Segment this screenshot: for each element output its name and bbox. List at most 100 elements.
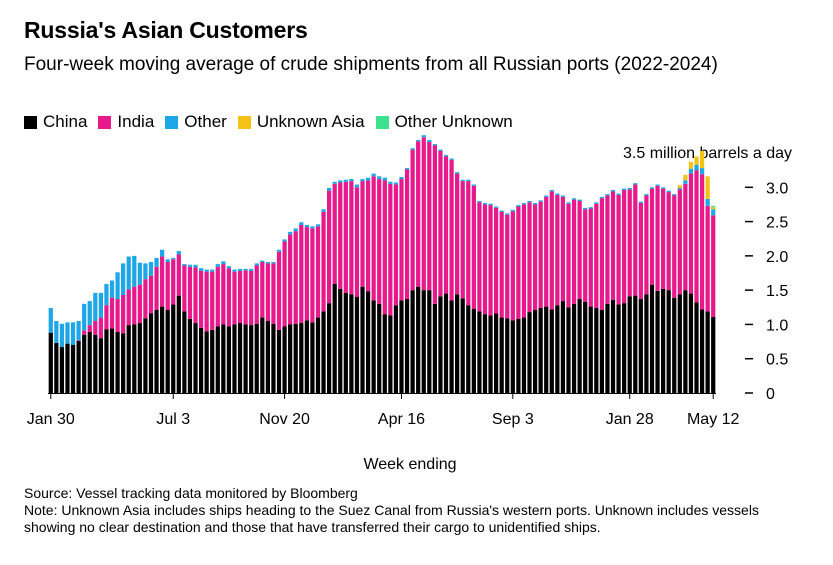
bar-china-99 xyxy=(599,310,604,393)
legend-swatch-other-unknown xyxy=(375,115,389,129)
bar-india-12 xyxy=(115,299,120,332)
bar-india-47 xyxy=(310,228,315,323)
bar-china-15 xyxy=(132,324,137,393)
bar-china-11 xyxy=(109,328,115,393)
bar-india-15 xyxy=(132,286,137,325)
bar-other-8 xyxy=(93,292,98,321)
bar-other-118 xyxy=(705,198,710,206)
bar-india-10 xyxy=(104,305,109,330)
legend-swatch-unknown-asia xyxy=(237,115,251,129)
bar-india-45 xyxy=(299,225,304,324)
bar-india-119 xyxy=(711,215,716,317)
bar-india-79 xyxy=(488,205,493,316)
bar-india-87 xyxy=(532,204,538,311)
stacked-bar-chart: 3.5 million barrels a day 0 0.5 1.0 1.5 2.0 2… xyxy=(27,135,792,473)
x-axis: Jan 30 Jul 3 Nov 20 Apr 16 Sep 3 Jan 28 May 12 xyxy=(27,393,740,428)
bar-china-56 xyxy=(360,286,365,393)
bar-china-108 xyxy=(649,284,655,393)
bar-other-104 xyxy=(627,187,632,190)
bar-other-80 xyxy=(494,206,499,208)
unit-label: 3.5 million barrels a day xyxy=(623,145,792,162)
bar-china-57 xyxy=(365,291,371,393)
bar-other-70 xyxy=(438,149,443,151)
bar-other-31 xyxy=(221,261,226,265)
bar-india-38 xyxy=(260,262,265,318)
bar-other-12 xyxy=(115,272,120,300)
y-tick-label: 3.0 xyxy=(766,180,788,197)
bar-unknown-asia-118 xyxy=(705,176,710,199)
bar-china-31 xyxy=(221,324,226,393)
bar-other-56 xyxy=(360,179,365,182)
bar-other-63 xyxy=(399,177,404,180)
legend-label-india: India xyxy=(117,112,155,131)
bar-other-94 xyxy=(571,198,577,200)
legend-swatch-china xyxy=(24,115,37,129)
bar-other-4 xyxy=(70,322,76,345)
bar-india-62 xyxy=(393,184,399,306)
bar-india-103 xyxy=(622,190,627,304)
bar-other-90 xyxy=(549,190,554,192)
x-tick-label: Jul 3 xyxy=(156,411,190,428)
bar-china-27 xyxy=(198,327,204,393)
bar-other-9 xyxy=(98,292,103,318)
bar-other-106 xyxy=(638,201,643,204)
bar-china-54 xyxy=(349,294,354,393)
bar-china-90 xyxy=(549,309,554,393)
bar-other-107 xyxy=(644,194,649,196)
bar-other-6 xyxy=(82,303,87,331)
bar-india-26 xyxy=(193,267,198,324)
bar-india-6 xyxy=(82,330,87,335)
bar-india-105 xyxy=(633,184,638,296)
bar-other-25 xyxy=(187,264,193,267)
bar-india-37 xyxy=(254,265,259,324)
bar-other-29 xyxy=(210,269,215,272)
bar-china-71 xyxy=(443,293,449,393)
bar-india-91 xyxy=(555,194,560,306)
bar-other-77 xyxy=(477,201,482,203)
bar-india-59 xyxy=(377,179,382,304)
x-tick-label: Sep 3 xyxy=(492,411,534,428)
bar-other-21 xyxy=(165,259,170,263)
bar-india-96 xyxy=(583,209,588,302)
bar-india-30 xyxy=(215,266,220,327)
bar-china-0 xyxy=(48,332,53,393)
legend: China India Other Unknown Asia Other Unk… xyxy=(24,112,524,132)
bar-china-53 xyxy=(343,292,348,393)
bar-india-56 xyxy=(360,181,365,287)
bar-india-34 xyxy=(237,270,243,324)
bar-other-7 xyxy=(87,301,92,326)
bar-china-1 xyxy=(54,342,59,393)
bar-china-67 xyxy=(421,290,426,393)
bar-india-8 xyxy=(93,321,98,335)
bar-china-35 xyxy=(243,324,248,393)
bar-india-83 xyxy=(510,211,515,321)
note-line: Note: Unknown Asia includes ships headin… xyxy=(24,502,759,535)
bar-india-110 xyxy=(661,188,666,289)
legend-label-other-unknown: Other Unknown xyxy=(394,112,513,131)
bar-india-63 xyxy=(399,179,404,301)
bar-other-46 xyxy=(304,225,309,228)
bar-india-21 xyxy=(165,262,170,311)
bar-india-65 xyxy=(410,149,415,291)
bar-india-100 xyxy=(605,195,610,304)
bar-india-20 xyxy=(160,256,165,307)
bar-india-112 xyxy=(672,195,677,298)
bar-india-88 xyxy=(538,201,543,308)
bar-india-61 xyxy=(388,183,393,316)
bar-india-46 xyxy=(304,227,309,321)
bar-india-85 xyxy=(521,204,527,318)
bar-india-73 xyxy=(455,173,460,295)
bar-other-72 xyxy=(449,158,454,160)
bar-india-76 xyxy=(471,185,476,309)
y-tick-label: 0.5 xyxy=(766,352,788,369)
bar-china-76 xyxy=(471,308,476,393)
bar-china-43 xyxy=(288,324,293,393)
bar-china-39 xyxy=(265,321,270,393)
bar-china-16 xyxy=(137,323,142,393)
bar-other-18 xyxy=(148,262,154,276)
bar-india-71 xyxy=(443,156,449,294)
bar-china-49 xyxy=(321,311,326,393)
bar-india-60 xyxy=(382,180,387,315)
bar-unknown-asia-116 xyxy=(694,156,699,165)
bar-china-97 xyxy=(588,306,593,393)
